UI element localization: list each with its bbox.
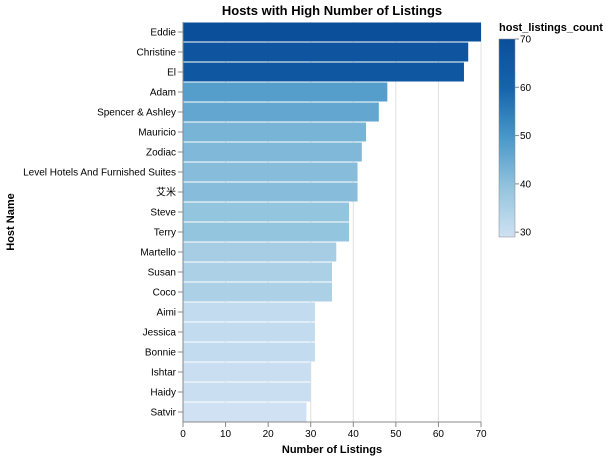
y-tick-label: Ishtar <box>151 368 177 379</box>
bar <box>183 142 362 162</box>
y-tick-label: Eddie <box>150 28 176 39</box>
y-tick-label: Bonnie <box>145 348 177 359</box>
bar <box>183 342 315 362</box>
y-tick-label: Mauricio <box>138 128 176 139</box>
y-tick-label: Jessica <box>143 328 177 339</box>
bar <box>183 402 307 422</box>
bars <box>183 22 481 422</box>
bar <box>183 282 332 302</box>
legend-tick-label: 70 <box>520 35 532 46</box>
bar <box>183 222 350 242</box>
bar <box>183 302 315 322</box>
bar <box>183 182 358 202</box>
y-tick-label: Susan <box>148 268 176 279</box>
legend-tick-label: 50 <box>520 131 532 142</box>
bar <box>183 162 358 182</box>
legend: host_listings_count 70 60 50 40 30 <box>498 22 603 239</box>
legend-title: host_listings_count <box>499 22 603 34</box>
y-tick-label: Martello <box>140 248 176 259</box>
bar <box>183 202 350 222</box>
bar <box>183 82 388 102</box>
y-tick-label: Satvir <box>150 408 176 419</box>
x-tick-label: 50 <box>390 429 402 440</box>
bar <box>183 62 464 82</box>
y-tick-label: Haidy <box>150 388 176 399</box>
y-tick-label: Zodiac <box>146 148 176 159</box>
x-tick-label: 60 <box>433 429 445 440</box>
y-tick-label: Adam <box>150 88 176 99</box>
x-tick-label: 40 <box>348 429 360 440</box>
bar <box>183 262 332 282</box>
y-tick-label: Steve <box>150 208 176 219</box>
y-tick-label: 艾米 <box>156 186 176 199</box>
y-axis: Eddie Christine El Adam Spencer & Ashley Maur… <box>23 22 184 422</box>
y-tick-label: El <box>167 68 176 79</box>
y-tick-label: Aimi <box>157 308 176 319</box>
y-tick-label: Level Hotels And Furnished Suites <box>23 168 176 179</box>
x-tick-label: 30 <box>305 429 317 440</box>
x-tick-label: 0 <box>180 429 186 440</box>
x-axis-title: Number of Listings <box>282 444 382 456</box>
x-tick-label: 10 <box>220 429 232 440</box>
bar <box>183 322 315 342</box>
bar <box>183 42 469 62</box>
y-axis-title: Host Name <box>5 193 17 250</box>
y-tick-label: Spencer & Ashley <box>97 108 176 119</box>
bar <box>183 242 337 262</box>
legend-color-bar <box>498 38 516 238</box>
legend-tick-label: 40 <box>520 179 532 190</box>
bar <box>183 362 311 382</box>
y-tick-label: Christine <box>137 48 177 59</box>
bar <box>183 122 367 142</box>
bar <box>183 102 379 122</box>
bar <box>183 382 311 402</box>
legend-ticks: 70 60 50 40 30 <box>515 35 532 239</box>
legend-tick-label: 60 <box>520 83 532 94</box>
gridlines <box>182 22 482 422</box>
x-tick-label: 20 <box>263 429 275 440</box>
bar <box>183 22 481 42</box>
legend-tick-label: 30 <box>520 228 532 239</box>
x-axis: 0 10 20 30 40 50 60 70 <box>180 421 487 440</box>
x-tick-label: 70 <box>475 429 487 440</box>
chart-title: Hosts with High Number of Listings <box>222 3 442 18</box>
y-tick-label: Terry <box>154 228 176 239</box>
y-tick-label: Coco <box>153 288 177 299</box>
